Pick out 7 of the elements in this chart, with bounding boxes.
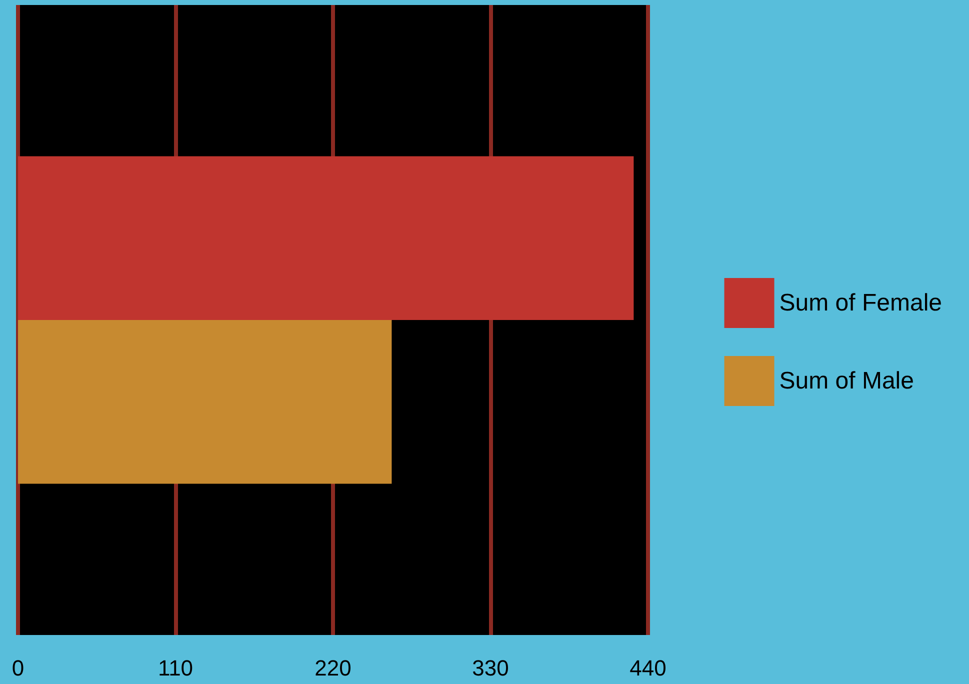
x-tick-label: 110 [158, 656, 194, 680]
x-tick-label: 440 [630, 656, 666, 680]
x-tick-label: 330 [472, 656, 509, 680]
legend-label: Sum of Female [779, 290, 942, 316]
x-tick-label: 220 [314, 656, 352, 680]
x-tick-label: 0 [12, 656, 24, 680]
legend-label: Sum of Male [779, 368, 914, 394]
